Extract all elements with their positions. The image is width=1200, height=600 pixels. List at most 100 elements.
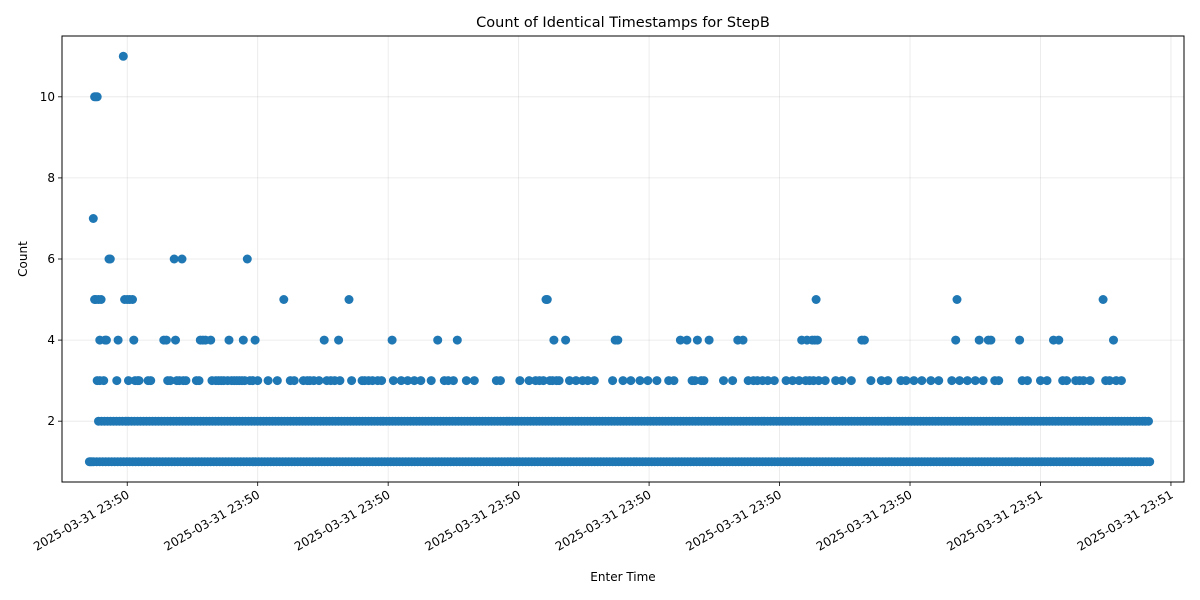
data-point: [99, 376, 109, 386]
data-point: [263, 376, 273, 386]
data-point: [1085, 376, 1095, 386]
data-point: [452, 335, 462, 345]
data-point: [134, 376, 144, 386]
x-tick-label: 2025-03-31 23:51: [944, 487, 1045, 553]
data-point: [272, 376, 282, 386]
data-point: [524, 376, 534, 386]
data-point: [719, 376, 728, 386]
data-point: [994, 376, 1004, 386]
data-point: [794, 376, 804, 386]
data-point: [165, 376, 175, 386]
data-point: [1105, 376, 1115, 386]
x-tick-label: 2025-03-31 23:51: [1075, 487, 1176, 553]
data-point: [538, 376, 548, 386]
data-point: [549, 335, 559, 345]
data-point: [781, 376, 791, 386]
data-point: [690, 376, 700, 386]
y-axis-label: Count: [16, 241, 30, 277]
data-point: [947, 376, 957, 386]
data-point: [169, 254, 179, 264]
data-point: [194, 376, 204, 386]
data-point: [461, 376, 471, 386]
x-tick-label: 2025-03-31 23:50: [553, 487, 654, 553]
y-tick-label: 4: [47, 333, 55, 347]
data-point: [335, 376, 345, 386]
data-point: [859, 335, 869, 345]
data-point: [952, 295, 962, 304]
data-point: [105, 254, 115, 264]
data-point: [1036, 376, 1045, 386]
data-point: [206, 335, 216, 345]
data-point: [583, 376, 593, 386]
y-tick-label: 2: [47, 414, 55, 428]
data-point: [515, 376, 525, 386]
data-point: [319, 335, 329, 345]
data-point: [831, 376, 841, 386]
data-point: [669, 376, 679, 386]
data-point: [426, 376, 436, 386]
data-point: [347, 376, 357, 386]
data-point: [96, 295, 106, 304]
data-point: [113, 335, 123, 345]
data-point: [396, 376, 406, 386]
data-point: [124, 376, 133, 386]
data-points: [84, 51, 1155, 467]
data-point: [1015, 335, 1025, 345]
data-point: [769, 376, 779, 386]
data-point: [917, 376, 927, 386]
data-point: [1116, 376, 1126, 386]
data-point: [542, 295, 552, 304]
data-point: [403, 376, 413, 386]
data-point: [448, 376, 458, 386]
data-point: [128, 295, 137, 304]
data-point: [433, 335, 443, 345]
data-point: [955, 376, 965, 386]
data-point: [626, 376, 636, 386]
data-point: [763, 376, 773, 386]
data-point: [814, 376, 824, 386]
data-point: [377, 376, 387, 386]
data-point: [87, 457, 97, 467]
data-point: [1062, 376, 1072, 386]
data-point: [846, 376, 856, 386]
data-point: [1098, 295, 1108, 304]
data-point: [812, 335, 822, 345]
data-point: [951, 335, 961, 345]
data-point: [181, 376, 191, 386]
data-point: [571, 376, 581, 386]
x-tick-label: 2025-03-31 23:50: [422, 487, 523, 553]
data-point: [682, 335, 692, 345]
data-point: [866, 376, 876, 386]
data-point: [926, 376, 936, 386]
data-point: [171, 335, 180, 345]
data-point: [652, 376, 662, 386]
y-tick-label: 10: [40, 90, 55, 104]
data-point: [129, 335, 139, 345]
x-tick-label: 2025-03-31 23:50: [292, 487, 393, 553]
data-point: [112, 376, 122, 386]
data-point: [608, 376, 618, 386]
data-point: [883, 376, 893, 386]
x-tick-label: 2025-03-31 23:50: [683, 487, 784, 553]
data-point: [92, 92, 102, 102]
data-point: [699, 376, 709, 386]
data-point: [334, 335, 344, 345]
data-point: [253, 376, 263, 386]
data-point: [101, 335, 111, 345]
data-point: [876, 376, 886, 386]
data-point: [224, 335, 234, 345]
data-point: [837, 376, 847, 386]
data-point: [388, 376, 398, 386]
data-point: [238, 335, 248, 345]
data-point: [554, 376, 564, 386]
data-point: [986, 335, 996, 345]
data-point: [242, 254, 252, 264]
data-point: [820, 376, 830, 386]
data-point: [314, 376, 324, 386]
data-point: [161, 335, 171, 345]
y-tick-label: 6: [47, 252, 55, 266]
data-point: [589, 376, 599, 386]
data-point: [387, 335, 397, 345]
data-point: [618, 376, 628, 386]
